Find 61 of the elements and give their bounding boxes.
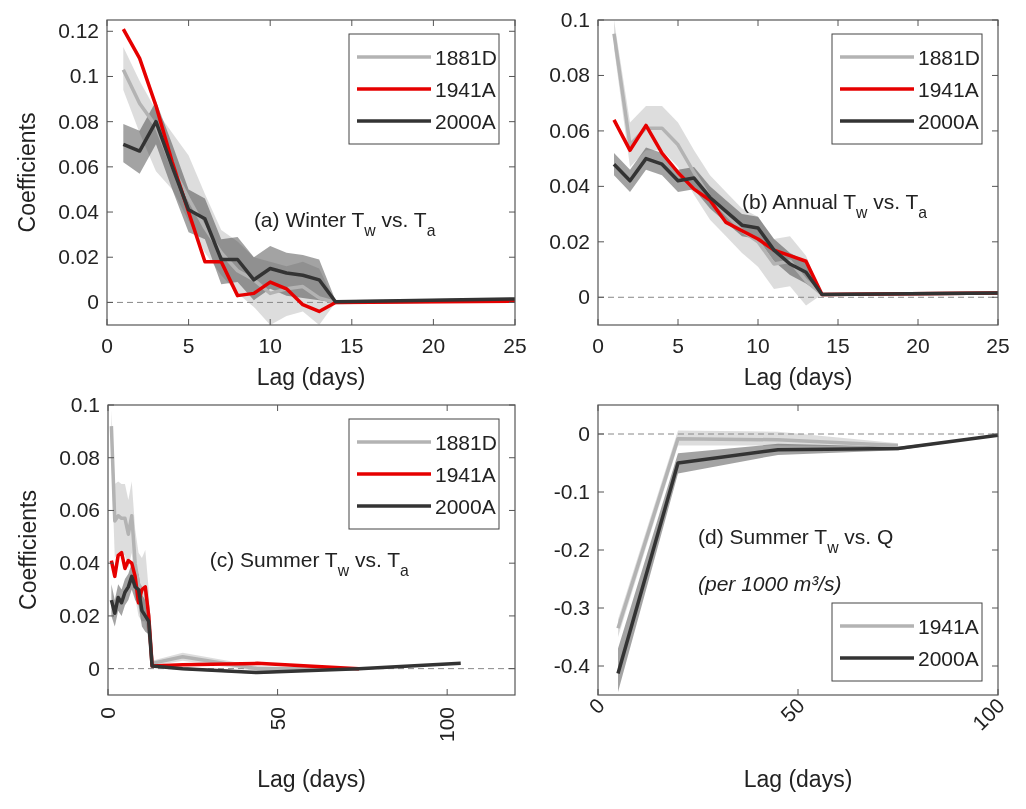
x-tick-label: 0: [96, 707, 119, 719]
x-axis-title: Lag (days): [257, 766, 366, 792]
x-tick-label: 10: [258, 334, 282, 357]
x-tick-label: 5: [182, 334, 195, 357]
legend-label: 2000A: [918, 110, 979, 133]
y-tick-label: 0.04: [549, 174, 591, 198]
annotation: (b) Annual T$_{w}$ vs. T$_{a}$: [742, 190, 928, 221]
y-tick-label: 0: [88, 656, 100, 680]
legend-label: 1881D: [435, 431, 497, 454]
y-tick-label: 0.08: [549, 63, 590, 87]
y-tick-label: -0.3: [553, 596, 590, 619]
y-tick-label: -0.4: [553, 654, 591, 677]
y-tick-label: 0.1: [70, 393, 100, 416]
y-tick-label: 0.02: [549, 229, 590, 253]
x-tick-label: 15: [340, 334, 364, 357]
y-tick-label: -0.1: [553, 480, 590, 503]
y-tick-label: 0.02: [59, 603, 100, 627]
legend-label: 1941A: [918, 615, 979, 638]
legend-label: 2000A: [435, 110, 496, 133]
x-axis-title: Lag (days): [743, 766, 853, 792]
y-tick-label: 0: [578, 285, 590, 309]
x-tick-label: 25: [503, 334, 527, 357]
legend-label: 2000A: [435, 495, 496, 518]
annotation: (a) Winter T$_{w}$ vs. T$_{a}$: [253, 208, 436, 239]
x-axis-title: Lag (days): [743, 364, 853, 390]
y-tick-label: 0.08: [59, 445, 100, 469]
y-tick-label: 0: [578, 422, 590, 445]
y-tick-label: 0.04: [58, 200, 100, 224]
y-tick-label: 0.1: [560, 8, 590, 31]
y-tick-label: 0.1: [69, 64, 99, 88]
y-tick-label: 0.04: [59, 551, 101, 575]
legend-label: 1881D: [918, 46, 980, 69]
x-tick-label: 100: [435, 707, 459, 743]
y-axis-title: Coefficients: [15, 490, 41, 610]
y-tick-label: 0.06: [58, 154, 99, 178]
y-tick-label: 0.02: [58, 245, 99, 269]
x-tick-label: 50: [776, 693, 809, 727]
x-tick-label: 20: [421, 334, 446, 357]
x-axis-title: Lag (days): [256, 364, 366, 390]
annotation: (d) Summer T$_{w}$ vs. Q: [698, 525, 894, 556]
y-tick-label: 0: [87, 290, 99, 314]
x-tick-label: 15: [826, 334, 850, 357]
y-tick-label: 0.06: [59, 498, 100, 522]
y-tick-label: 0.12: [58, 19, 99, 43]
x-tick-label: 10: [746, 334, 770, 357]
legend-label: 1941A: [435, 463, 496, 486]
y-tick-label: 0.08: [58, 109, 99, 133]
annotation: (c) Summer T$_{w}$ vs. T$_{a}$: [209, 548, 410, 579]
legend-label: 2000A: [918, 647, 979, 670]
x-tick-label: 100: [967, 693, 1009, 735]
x-tick-label: 5: [672, 334, 684, 357]
y-axis-title: Coefficients: [14, 112, 40, 233]
x-tick-label: 20: [906, 334, 930, 357]
y-tick-label: -0.2: [553, 538, 590, 561]
legend-label: 1941A: [918, 78, 979, 101]
legend-label: 1941A: [435, 78, 496, 101]
legend-label: 1881D: [435, 46, 497, 69]
x-tick-label: 50: [265, 707, 289, 731]
annotation: (per 1000 m³/s): [698, 571, 842, 595]
x-tick-label: 25: [986, 334, 1010, 357]
y-tick-label: 0.06: [549, 118, 590, 142]
